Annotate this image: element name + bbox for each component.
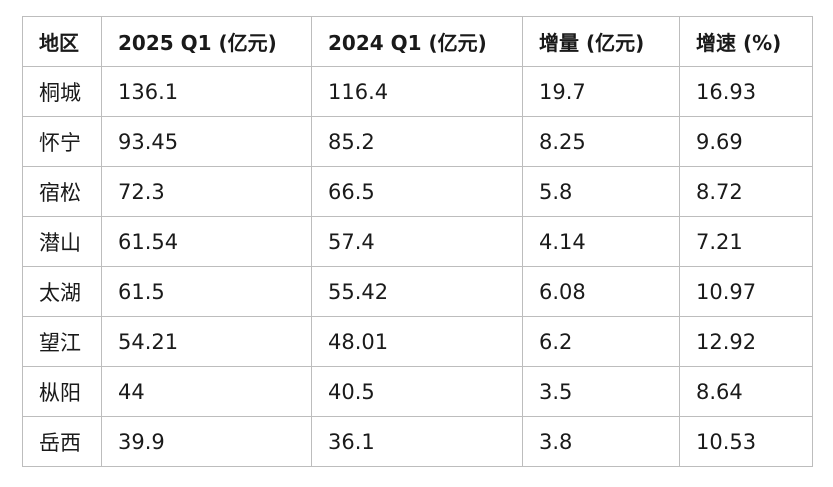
cell-increase: 6.2: [522, 316, 680, 367]
cell-growth-rate: 10.53: [679, 416, 813, 467]
table-row: 桐城 136.1 116.4 19.7 16.93: [22, 66, 813, 117]
cell-2024-q1: 40.5: [311, 366, 523, 417]
table-row: 岳西 39.9 36.1 3.8 10.53: [22, 416, 813, 467]
cell-region: 潜山: [22, 216, 102, 267]
cell-increase: 8.25: [522, 116, 680, 167]
cell-growth-rate: 9.69: [679, 116, 813, 167]
cell-region: 枞阳: [22, 366, 102, 417]
cell-2024-q1: 85.2: [311, 116, 523, 167]
cell-2024-q1: 57.4: [311, 216, 523, 267]
cell-growth-rate: 10.97: [679, 266, 813, 317]
header-cell-2024-q1: 2024 Q1 (亿元): [311, 16, 523, 67]
cell-growth-rate: 8.64: [679, 366, 813, 417]
cell-growth-rate: 8.72: [679, 166, 813, 217]
cell-2024-q1: 66.5: [311, 166, 523, 217]
cell-2025-q1: 136.1: [101, 66, 312, 117]
cell-2024-q1: 36.1: [311, 416, 523, 467]
header-cell-2025-q1: 2025 Q1 (亿元): [101, 16, 312, 67]
cell-increase: 3.8: [522, 416, 680, 467]
cell-2025-q1: 39.9: [101, 416, 312, 467]
cell-2024-q1: 116.4: [311, 66, 523, 117]
cell-2025-q1: 54.21: [101, 316, 312, 367]
cell-2024-q1: 55.42: [311, 266, 523, 317]
cell-increase: 3.5: [522, 366, 680, 417]
cell-2025-q1: 61.5: [101, 266, 312, 317]
cell-increase: 6.08: [522, 266, 680, 317]
cell-2025-q1: 44: [101, 366, 312, 417]
cell-growth-rate: 12.92: [679, 316, 813, 367]
table-row: 怀宁 93.45 85.2 8.25 9.69: [22, 116, 813, 167]
cell-increase: 4.14: [522, 216, 680, 267]
header-cell-increase: 增量 (亿元): [522, 16, 680, 67]
cell-region: 岳西: [22, 416, 102, 467]
header-row: 地区 2025 Q1 (亿元) 2024 Q1 (亿元) 增量 (亿元) 增速 …: [22, 16, 813, 67]
cell-region: 望江: [22, 316, 102, 367]
cell-2025-q1: 61.54: [101, 216, 312, 267]
table-row: 望江 54.21 48.01 6.2 12.92: [22, 316, 813, 367]
cell-growth-rate: 7.21: [679, 216, 813, 267]
cell-region: 桐城: [22, 66, 102, 117]
cell-increase: 5.8: [522, 166, 680, 217]
table-row: 宿松 72.3 66.5 5.8 8.72: [22, 166, 813, 217]
cell-2025-q1: 93.45: [101, 116, 312, 167]
cell-increase: 19.7: [522, 66, 680, 117]
data-table: 地区 2025 Q1 (亿元) 2024 Q1 (亿元) 增量 (亿元) 增速 …: [22, 16, 813, 467]
header-cell-region: 地区: [22, 16, 102, 67]
cell-region: 太湖: [22, 266, 102, 317]
table-row: 太湖 61.5 55.42 6.08 10.97: [22, 266, 813, 317]
table-row: 潜山 61.54 57.4 4.14 7.21: [22, 216, 813, 267]
cell-region: 怀宁: [22, 116, 102, 167]
cell-region: 宿松: [22, 166, 102, 217]
cell-2024-q1: 48.01: [311, 316, 523, 367]
cell-growth-rate: 16.93: [679, 66, 813, 117]
cell-2025-q1: 72.3: [101, 166, 312, 217]
table-row: 枞阳 44 40.5 3.5 8.64: [22, 366, 813, 417]
header-cell-growth-rate: 增速 (%): [679, 16, 813, 67]
